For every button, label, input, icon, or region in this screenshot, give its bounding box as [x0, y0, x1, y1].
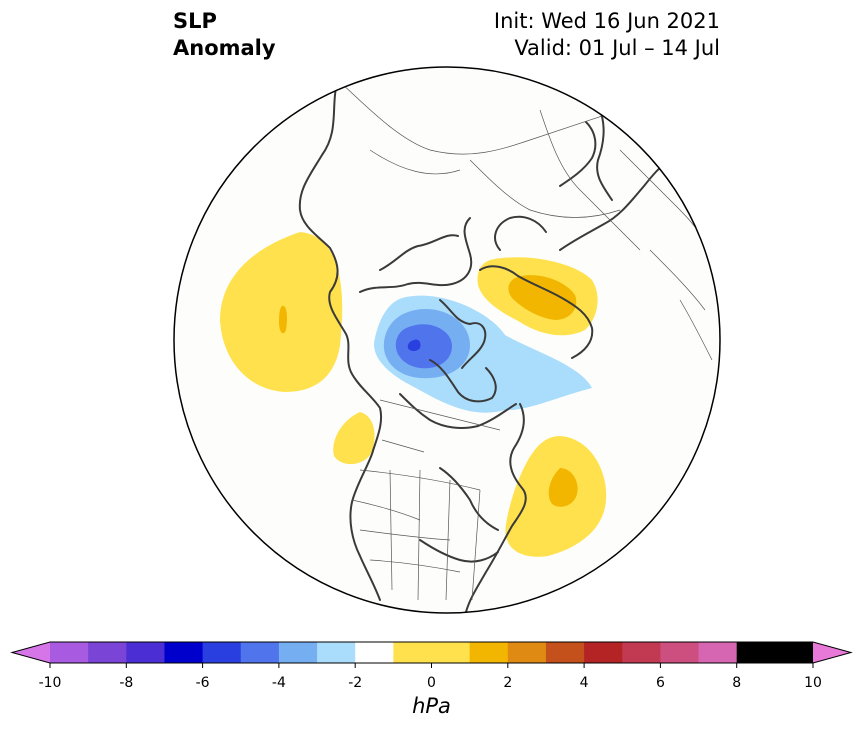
coastlines — [298, 79, 671, 613]
colorbar-segment — [50, 642, 89, 663]
colorbar-segment — [545, 642, 585, 663]
colorbar-segment — [774, 642, 814, 663]
map-disc — [174, 67, 720, 613]
colorbar-segment — [622, 642, 661, 663]
title-line-2: Anomaly — [173, 36, 276, 60]
map-title: SLP Anomaly — [173, 8, 276, 62]
country-borders — [337, 79, 719, 601]
colorbar-tick-label: -2 — [348, 675, 362, 691]
colorbar-tick-label: -6 — [196, 675, 210, 691]
anomaly-positive-ne-pacific — [220, 232, 343, 392]
colorbar: -10 -8 -6 -4 -2 0 2 4 6 8 10 — [10, 641, 853, 691]
forecast-dates: Init: Wed 16 Jun 2021 Valid: 01 Jul – 14… — [494, 8, 720, 62]
colorbar-tick-label: 2 — [503, 675, 512, 691]
colorbar-segment — [660, 642, 700, 663]
colorbar-segment — [278, 642, 318, 663]
colorbar-segment — [317, 642, 356, 663]
colorbar-segment — [164, 642, 204, 663]
colorbar-tick-label: 8 — [732, 675, 741, 691]
colorbar-extend-high — [813, 642, 851, 663]
colorbar-segment — [698, 642, 738, 663]
anomaly-negative-arctic — [374, 295, 592, 413]
title-line-1: SLP — [173, 9, 217, 33]
colorbar-tick-label: 10 — [804, 675, 822, 691]
colorbar-tick-label: -8 — [119, 675, 133, 691]
colorbar-tick-label: 6 — [656, 675, 665, 691]
colorbar-segment — [240, 642, 280, 663]
colorbar-segment — [507, 642, 547, 663]
colorbar-segment — [202, 642, 242, 663]
colorbar-extend-low — [12, 642, 50, 663]
colorbar-unit-label: hPa — [412, 694, 451, 718]
colorbar-segment — [88, 642, 127, 663]
init-date: Init: Wed 16 Jun 2021 — [493, 9, 720, 33]
valid-date: Valid: 01 Jul – 14 Jul — [514, 36, 720, 60]
colorbar-segment — [126, 642, 165, 663]
colorbar-segment — [355, 642, 394, 663]
colorbar-segment — [469, 642, 509, 663]
colorbar-tick-label: 4 — [580, 675, 589, 691]
colorbar-tick-label: 0 — [427, 675, 436, 691]
colorbar-segment — [736, 642, 776, 663]
colorbar-tick-label: -4 — [272, 675, 286, 691]
polar-map — [173, 66, 721, 614]
colorbar-tick-label: -10 — [39, 675, 62, 691]
anomaly-positive-pacific-nw — [333, 412, 375, 465]
anomaly-positive-atlantic — [505, 436, 607, 557]
anomaly-positive-europe — [477, 257, 598, 336]
colorbar-segment — [393, 642, 471, 663]
colorbar-segment — [584, 642, 623, 663]
map-boundary — [173, 66, 721, 614]
